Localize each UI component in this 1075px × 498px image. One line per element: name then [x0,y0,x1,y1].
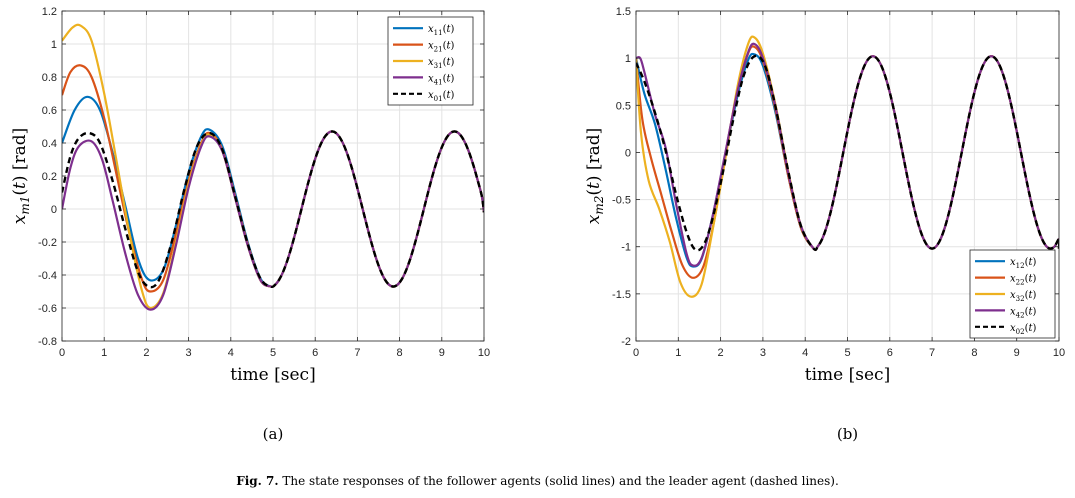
y-tick-label: 0.4 [42,138,57,150]
svg-text:xm2(t) [rad]: xm2(t) [rad] [584,128,606,225]
x-tick-label: 4 [228,347,234,359]
x-tick-label: 3 [186,347,192,359]
y-tick-label: -2 [621,336,631,348]
y-tick-label: 0.2 [42,171,57,183]
legend-entry: x21(t) [428,41,455,54]
legend-entry: x22(t) [1010,274,1037,287]
legend: x12(t) x22(t) x32(t) x42(t) x02(t) [969,249,1056,339]
x-tick-label: 1 [101,347,107,359]
x-axis-label: time [sec] [805,365,890,385]
y-tick-label: -0.8 [38,336,57,348]
x-tick-label: 5 [270,347,276,359]
x-tick-label: 10 [478,347,490,359]
series-line-x01t [62,130,484,289]
y-tick-label: 0.8 [42,72,57,84]
y-tick-label: 1 [51,39,57,51]
legend: x11(t) x21(t) x31(t) x41(t) x01(t) [387,16,474,106]
x-axis-label: time [sec] [230,365,315,385]
legend-entry: x41(t) [428,73,455,86]
legend-entry: x01(t) [428,90,455,103]
legend-entry: x02(t) [1010,323,1037,336]
series-group [636,35,1059,298]
caption-label: Fig. 7. [236,474,279,488]
x-tick-label: 3 [760,347,766,359]
y-tick-label: -1 [621,242,631,254]
legend-entry: x32(t) [1010,290,1037,303]
subplot-a: 0 1 2 3 4 5 6 7 8 9 10 -0.8 -0.6 -0.4 -0.2 0 0.2 0.4 0.6 0.… [10,6,490,443]
y-tick-label: -0.2 [38,237,57,249]
y-tick-label: 0.5 [616,100,631,112]
subplot-label: (b) [837,425,858,443]
x-tick-label: 6 [312,347,318,359]
x-tick-label: 8 [971,347,977,359]
y-tick-label: 1.2 [42,6,57,18]
x-tick-label: 0 [59,347,65,359]
legend-entry: x11(t) [428,24,455,37]
y-axis-label: xm1(t) [rad] [10,128,32,225]
y-tick-label: 1 [625,53,631,65]
figure-caption: Fig. 7. The state responses of the follo… [0,474,1075,488]
series-line-x02t [636,54,1059,252]
x-tick-label: 6 [887,347,893,359]
y-tick-label: -0.4 [38,270,57,282]
y-tick-label: 0 [625,147,631,159]
caption-text: The state responses of the follower agen… [282,474,839,488]
y-tick-label: -1.5 [612,289,631,301]
legend-entry: x12(t) [1010,257,1037,270]
x-tick-label: 10 [1053,347,1065,359]
x-tick-label: 7 [929,347,935,359]
x-tick-label: 1 [675,347,681,359]
x-tick-label: 9 [1014,347,1020,359]
y-tick-label: 1.5 [616,6,631,18]
subplot-b: 0 1 2 3 4 5 6 7 8 9 10 -2 -1.5 -1 -0.5 0 0.5 1 1.5 time [se… [584,6,1065,443]
x-tick-label: 5 [844,347,850,359]
legend-entry: x42(t) [1010,306,1037,319]
y-tick-label: 0 [51,204,57,216]
subplot-label: (a) [263,425,284,443]
x-tick-label: 8 [397,347,403,359]
y-tick-label: -0.5 [612,195,631,207]
y-tick-label: -0.6 [38,303,57,315]
legend-entry: x31(t) [428,57,455,70]
y-tick-label: 0.6 [42,105,57,117]
x-tick-label: 2 [718,347,724,359]
y-axis-label: xm2(t) [rad] [584,128,606,225]
x-tick-label: 2 [143,347,149,359]
x-tick-label: 0 [633,347,639,359]
series-group [62,23,484,311]
svg-text:xm1(t) [rad]: xm1(t) [rad] [10,128,32,225]
x-tick-label: 9 [439,347,445,359]
x-tick-label: 7 [354,347,360,359]
x-tick-label: 4 [802,347,808,359]
